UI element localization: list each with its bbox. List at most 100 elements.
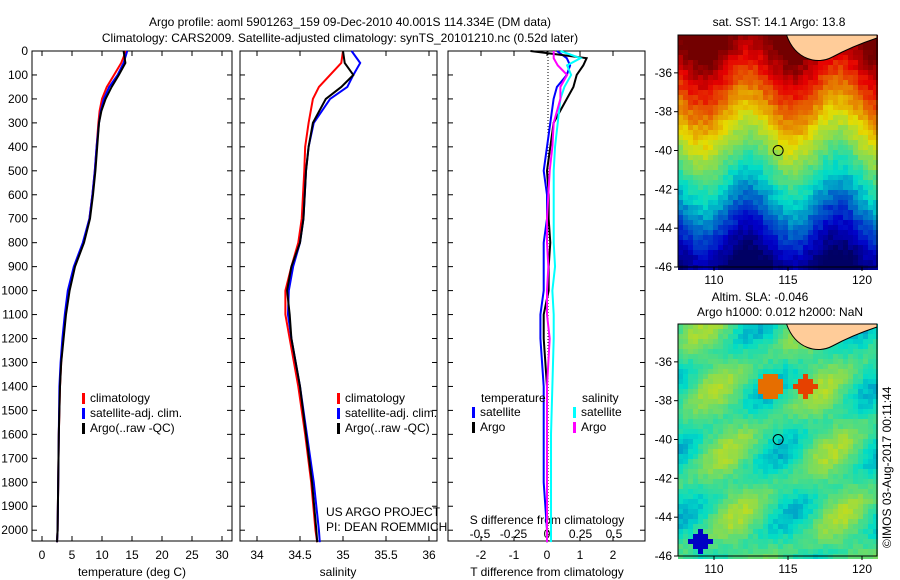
map-cell [833, 359, 838, 364]
map-cell [778, 250, 783, 255]
map-cell [758, 499, 763, 504]
map-cell [733, 135, 738, 140]
map-cell [713, 454, 718, 459]
map-cell [793, 85, 798, 90]
map-cell [808, 439, 813, 444]
map-cell [728, 45, 733, 50]
map-cell [763, 240, 768, 245]
map-cell [783, 185, 788, 190]
map-cell [843, 110, 848, 115]
map-cell [688, 374, 693, 379]
map-cell [768, 544, 773, 549]
map-cell [858, 414, 863, 419]
map-cell [828, 115, 833, 120]
map-cell [693, 150, 698, 155]
map-cell [868, 464, 873, 469]
map-cell [753, 484, 758, 489]
map-cell [813, 384, 818, 389]
map-cell [703, 334, 708, 339]
map-cell [783, 509, 788, 514]
map-title: Argo h1000: 0.012 h2000: NaN [697, 305, 863, 319]
map-cell [688, 190, 693, 195]
map-cell [763, 45, 768, 50]
map-cell [803, 429, 808, 434]
map-cell [853, 220, 858, 225]
map-cell [853, 190, 858, 195]
map-cell [733, 250, 738, 255]
map-cell [683, 155, 688, 160]
map-cell [738, 379, 743, 384]
map-cell [733, 494, 738, 499]
map-cell [753, 394, 758, 399]
map-cell [798, 484, 803, 489]
map-cell [773, 504, 778, 509]
map-cell [733, 329, 738, 334]
map-cell [858, 110, 863, 115]
map-cell [813, 409, 818, 414]
map-cell [858, 145, 863, 150]
map-cell [738, 215, 743, 220]
map-cell [818, 150, 823, 155]
map-cell [793, 145, 798, 150]
map-cell [723, 429, 728, 434]
map-cell [713, 424, 718, 429]
map-cell [753, 250, 758, 255]
map-cell [868, 449, 873, 454]
map-cell [713, 354, 718, 359]
map-cell [848, 210, 853, 215]
map-cell [713, 549, 718, 554]
map-cell [858, 150, 863, 155]
map-cell [693, 140, 698, 145]
map-cell [823, 354, 828, 359]
map-cell [773, 200, 778, 205]
map-cell [723, 135, 728, 140]
map-cell [843, 70, 848, 75]
map-cell [803, 354, 808, 359]
map-cell [683, 459, 688, 464]
map-cell [773, 424, 778, 429]
map-cell [763, 185, 768, 190]
map-cell [793, 419, 798, 424]
map-cell [828, 519, 833, 524]
map-cell [733, 509, 738, 514]
map-cell [833, 529, 838, 534]
map-cell [783, 45, 788, 50]
map-cell [788, 215, 793, 220]
map-cell [758, 130, 763, 135]
map-cell [798, 364, 803, 369]
map-cell [788, 499, 793, 504]
map-cell [873, 339, 878, 344]
map-cell [873, 499, 878, 504]
map-cell [788, 220, 793, 225]
map-cell [723, 479, 728, 484]
map-cell [723, 524, 728, 529]
map-cell [783, 479, 788, 484]
map-cell [778, 70, 783, 75]
map-cell [738, 389, 743, 394]
map-cell [693, 250, 698, 255]
map-cell [723, 55, 728, 60]
map-cell [688, 35, 693, 40]
map-cell [763, 439, 768, 444]
map-cell [798, 205, 803, 210]
map-cell [873, 419, 878, 424]
map-cell [803, 125, 808, 130]
map-cell [823, 180, 828, 185]
map-cell [698, 55, 703, 60]
map-cell [818, 369, 823, 374]
map-cell [783, 35, 788, 40]
legend-label: satellite [480, 405, 521, 419]
map-cell [718, 90, 723, 95]
map-cell [843, 494, 848, 499]
map-cell [783, 60, 788, 65]
map-cell [748, 439, 753, 444]
map-cell [768, 225, 773, 230]
map-cell [778, 404, 783, 409]
map-cell [858, 60, 863, 65]
map-cell [843, 140, 848, 145]
map-cell [808, 215, 813, 220]
map-cell [858, 255, 863, 260]
map-cell [763, 544, 768, 549]
map-cell [858, 544, 863, 549]
map-cell [703, 489, 708, 494]
